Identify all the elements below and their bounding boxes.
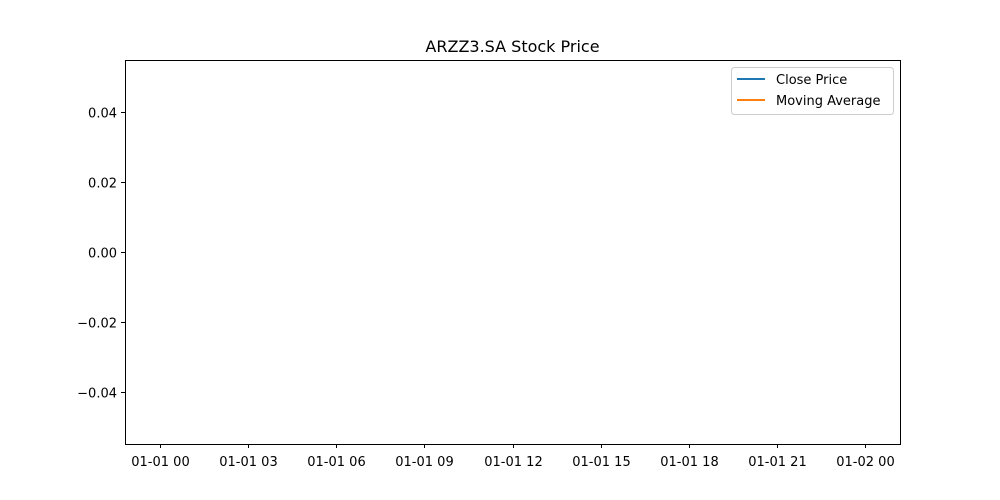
y-tick-label: −0.04	[77, 387, 117, 402]
x-tick-label: 01-01 12	[484, 455, 542, 470]
x-tick-label: 01-01 03	[219, 455, 277, 470]
x-tick-label: 01-01 21	[748, 455, 806, 470]
x-axis: 01-01 00 01-01 03 01-01 06 01-01 09 01-01 12…	[131, 444, 895, 470]
y-tick-label: 0.02	[88, 177, 117, 192]
x-tick-label: 01-01 09	[395, 455, 453, 470]
chart-title: ARZZ3.SA Stock Price	[425, 37, 599, 56]
y-tick-label: 0.04	[88, 107, 117, 122]
x-tick-label: 01-01 06	[307, 455, 365, 470]
x-tick-label: 01-02 00	[836, 455, 894, 470]
x-tick-label: 01-01 15	[572, 455, 630, 470]
y-axis: −0.04 −0.02 0.00 0.02 0.04	[77, 107, 125, 402]
legend-label: Close Price	[776, 73, 847, 88]
legend: Close Price Moving Average	[731, 67, 894, 115]
y-tick-label: −0.02	[77, 317, 117, 332]
x-tick-label: 01-01 18	[660, 455, 718, 470]
plot-area-frame	[125, 60, 901, 445]
legend-label: Moving Average	[776, 94, 880, 109]
x-tick-label: 01-01 00	[131, 455, 189, 470]
y-tick-label: 0.00	[88, 247, 117, 262]
legend-box	[731, 67, 894, 115]
